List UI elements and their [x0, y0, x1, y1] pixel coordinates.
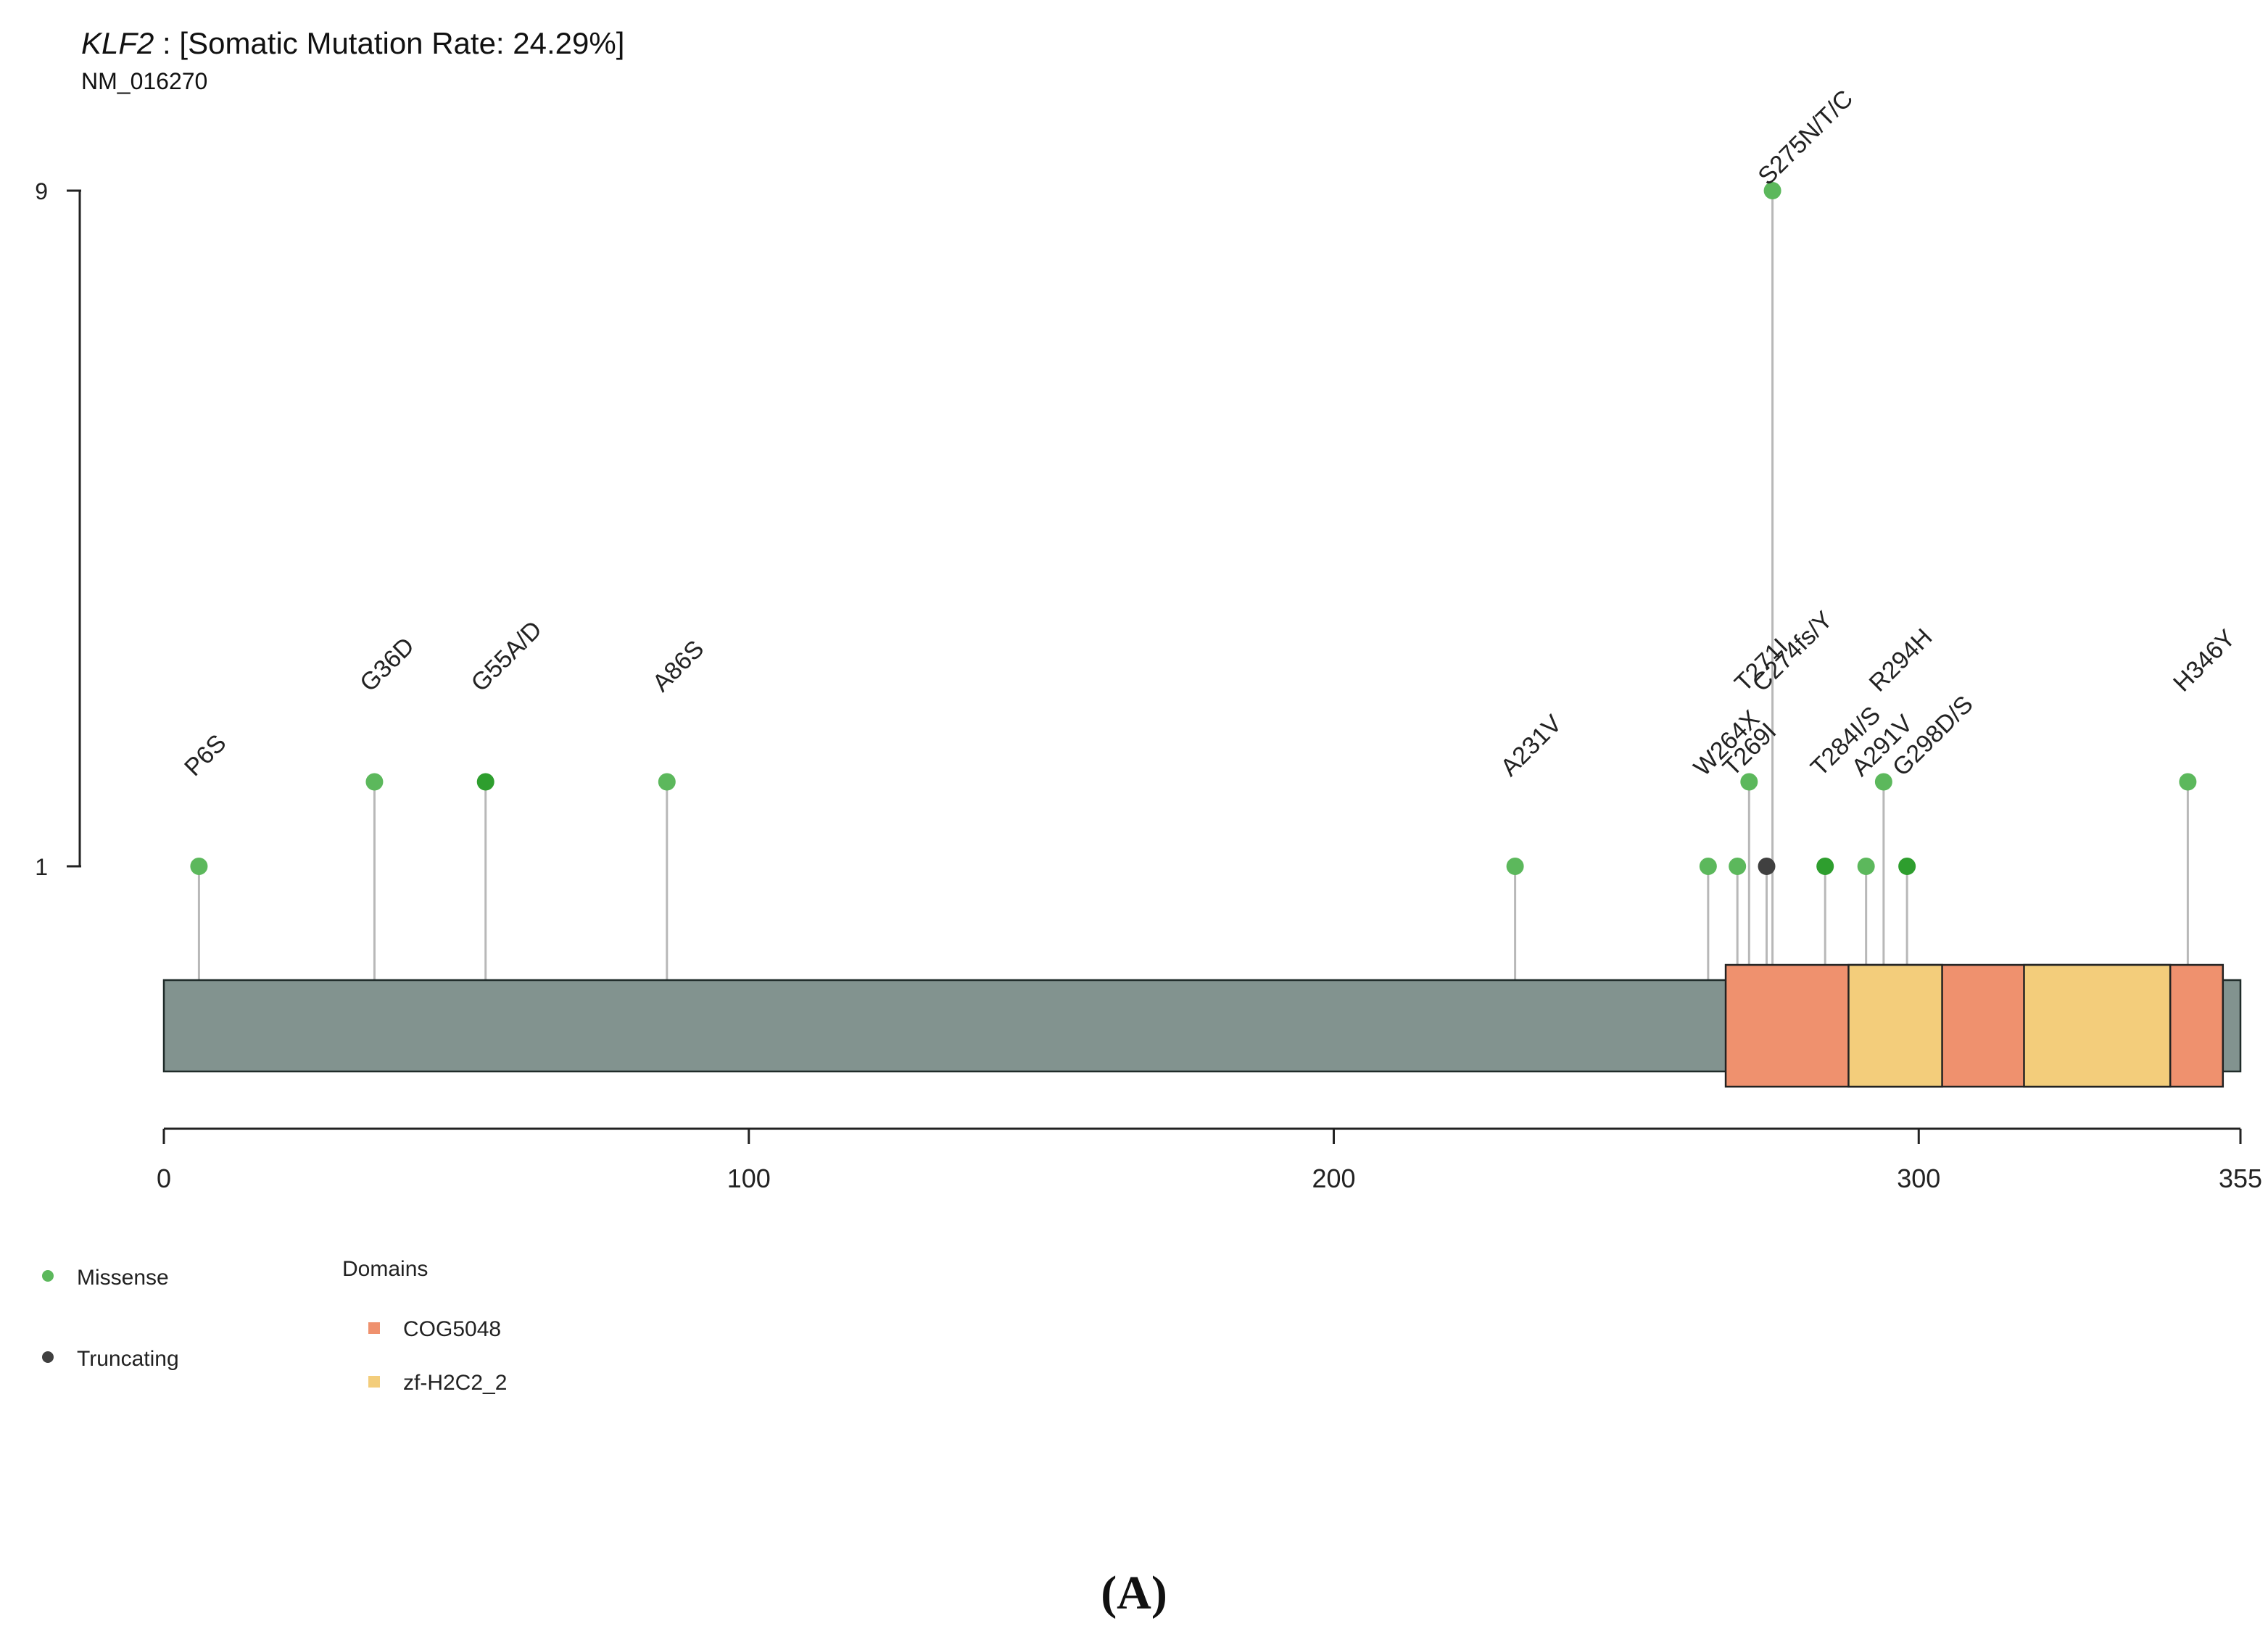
mutation-label: H346Y [2168, 624, 2240, 697]
legend-domain-swatch [368, 1376, 380, 1388]
x-tick-label: 300 [1897, 1164, 1940, 1193]
x-tick-label: 200 [1312, 1164, 1355, 1193]
x-tick-label: 355 [2219, 1164, 2262, 1193]
mutation-point [1816, 858, 1834, 875]
legend-truncating-dot [42, 1351, 54, 1363]
domain-zf-h2c2-2 [1847, 963, 1943, 1088]
legend-missense-label: Missense [77, 1266, 169, 1290]
mutation-point [1874, 773, 1892, 791]
mutation-point [1729, 858, 1747, 875]
mutation-point [365, 773, 384, 791]
mutation-point [1758, 858, 1776, 875]
mutation-point [1506, 858, 1524, 875]
mutation-point [1740, 773, 1758, 791]
x-tick-label: 100 [727, 1164, 771, 1193]
y-tick-label: 1 [35, 854, 48, 880]
legend-missense-dot [42, 1270, 54, 1282]
panel-label: (A) [1101, 1567, 1167, 1620]
mutation-rate-text: : [Somatic Mutation Rate: 24.29%] [154, 26, 625, 60]
legend-domain-label: zf-H2C2_2 [403, 1371, 507, 1395]
mutation-label: A86S [647, 635, 710, 697]
mutation-label: G36D [355, 632, 420, 697]
mutation-point [1857, 858, 1875, 875]
mutation-point [190, 858, 208, 875]
mutation-label: P6S [179, 729, 231, 781]
transcript-id: NM_016270 [81, 68, 208, 94]
mutation-label: G55A/D [466, 615, 547, 697]
mutation-point [658, 773, 676, 791]
mutation-label: S275N/T/C [1752, 85, 1858, 191]
legend-domain-swatch [368, 1322, 380, 1334]
legend-domains-title: Domains [342, 1257, 428, 1281]
mutation-point [1763, 182, 1781, 199]
gene-name: KLF2 [81, 26, 154, 60]
mutation-label: R294H [1864, 623, 1938, 697]
x-tick-label: 0 [157, 1164, 171, 1193]
mutation-point [2179, 773, 2197, 791]
mutation-point [476, 773, 494, 791]
legend-truncating-label: Truncating [77, 1347, 179, 1371]
mutation-point [1898, 858, 1916, 875]
mutation-point [1699, 858, 1717, 875]
y-tick-label: 9 [35, 178, 48, 204]
chart-title: KLF2 : [Somatic Mutation Rate: 24.29%] [81, 26, 624, 61]
mutation-label: A231V [1495, 710, 1567, 781]
domain-zf-h2c2-2 [2023, 963, 2172, 1088]
legend-domain-label: COG5048 [403, 1317, 501, 1341]
